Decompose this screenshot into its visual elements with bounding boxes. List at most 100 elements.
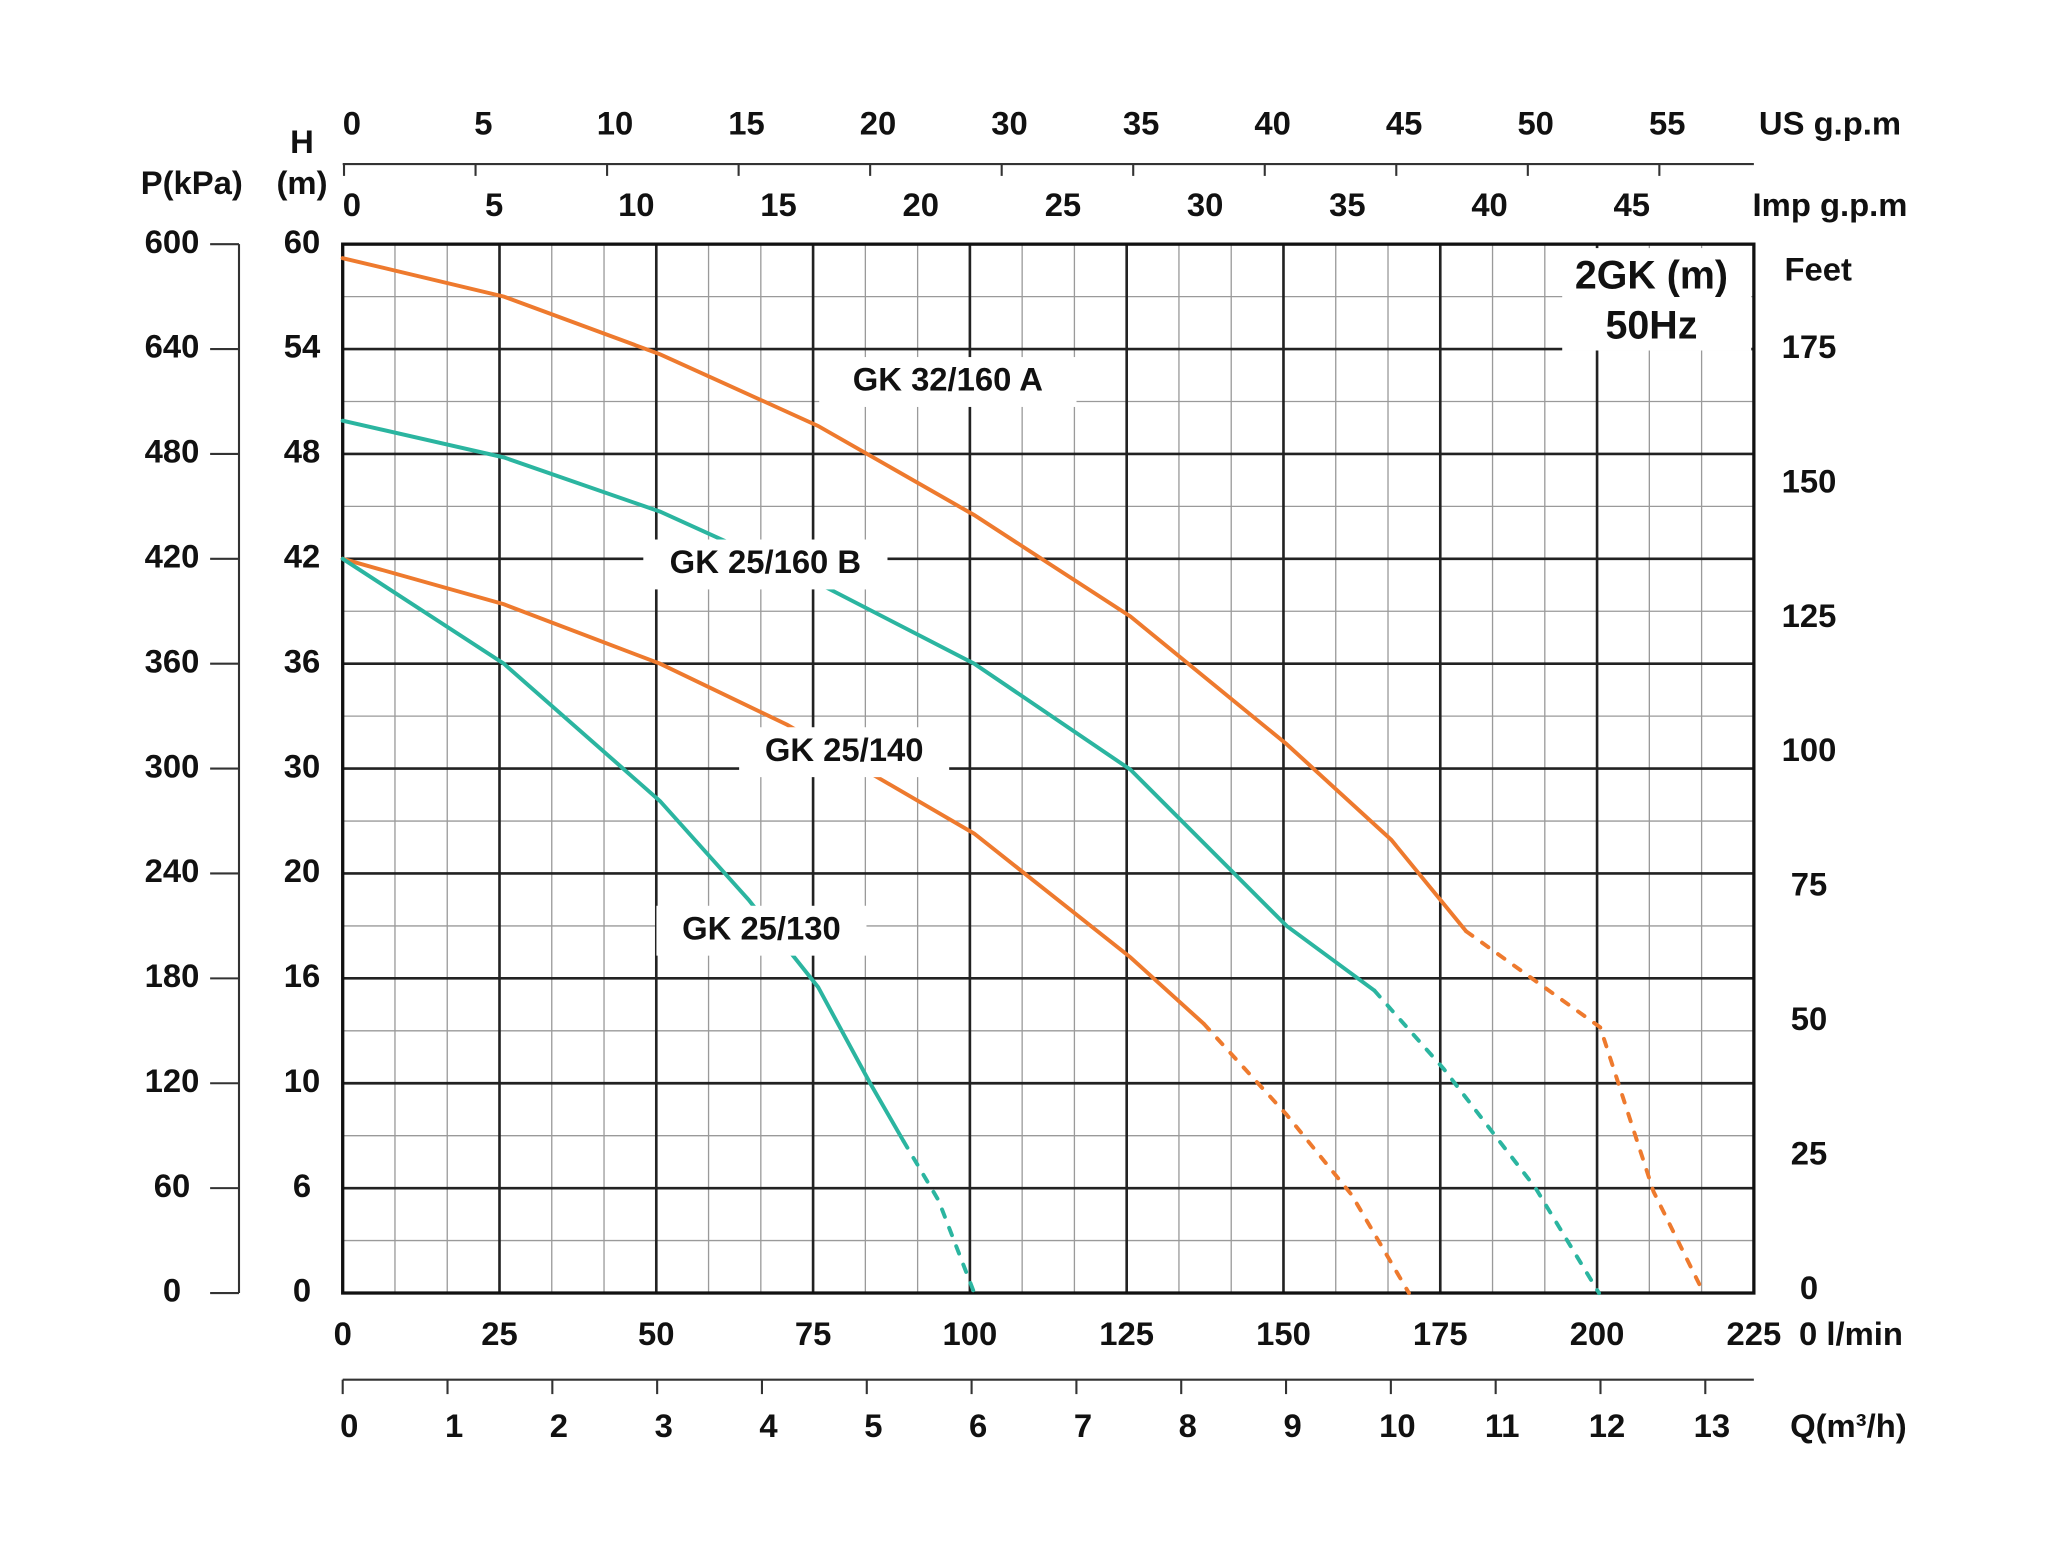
tick-label: 0 <box>343 186 361 223</box>
tick-label: 120 <box>145 1062 200 1099</box>
tick-label: 10 <box>597 105 633 142</box>
y-tick-label: 36 <box>284 642 320 679</box>
x-tick-label: 225 <box>1727 1315 1782 1352</box>
tick-label: 25 <box>1045 186 1081 223</box>
axis-label: P(kPa) <box>141 164 243 201</box>
curve <box>340 418 1377 993</box>
tick-label: 2 <box>550 1407 568 1444</box>
series-label: GK 25/160 B <box>670 543 861 580</box>
curve-extrapolated <box>1201 1021 1411 1295</box>
axis-label: US g.p.m <box>1759 105 1901 142</box>
tick-label: 360 <box>145 642 200 679</box>
tick-label: 45 <box>1386 105 1422 142</box>
y-axis-unit: (m) <box>277 164 328 201</box>
tick-label: 25 <box>1791 1135 1827 1172</box>
tick-label: 300 <box>145 747 200 784</box>
plot-frame <box>341 242 1756 1295</box>
tick-label: 0 <box>163 1272 181 1309</box>
tick-label: 6 <box>969 1407 987 1444</box>
curve <box>340 556 1206 1026</box>
tick-label: 35 <box>1329 186 1365 223</box>
tick-label: 180 <box>145 957 200 994</box>
label-box <box>643 539 888 590</box>
tick-label: 7 <box>1074 1407 1092 1444</box>
x-tick-label: 50 <box>638 1315 674 1352</box>
tick-label: 20 <box>860 105 896 142</box>
x-tick-label: 0 <box>334 1315 352 1352</box>
y-tick-label: 48 <box>284 433 320 470</box>
tick-label: 640 <box>145 328 200 365</box>
tick-label: 30 <box>1187 186 1223 223</box>
tick-label: 8 <box>1179 1407 1197 1444</box>
x-tick-label: 125 <box>1099 1315 1154 1352</box>
x-tick-label: 100 <box>943 1315 998 1352</box>
y-tick-label: 6 <box>293 1167 311 1204</box>
tick-label: 5 <box>474 105 492 142</box>
x-axis-label: 0 l/min <box>1799 1315 1903 1352</box>
chart-title: 2GK (m) <box>1575 254 1728 298</box>
tick-label: 11 <box>1485 1407 1520 1444</box>
tick-label: 125 <box>1782 597 1837 634</box>
tick-label: 5 <box>485 186 503 223</box>
tick-label: 0 <box>340 1407 358 1444</box>
axis-label: Feet <box>1784 250 1852 287</box>
tick-label: 50 <box>1517 105 1553 142</box>
tick-label: 13 <box>1694 1407 1730 1444</box>
x-tick-label: 25 <box>481 1315 517 1352</box>
tick-label: 3 <box>655 1407 673 1444</box>
y-tick-label: 54 <box>284 328 321 365</box>
y-tick-label: 16 <box>284 957 320 994</box>
curves <box>340 256 1706 1295</box>
tick-label: 15 <box>760 186 796 223</box>
tick-label: 30 <box>991 105 1027 142</box>
tick-label: 420 <box>145 537 200 574</box>
label-box <box>656 905 867 956</box>
tick-label: 35 <box>1123 105 1159 142</box>
tick-label: 5 <box>864 1407 882 1444</box>
y-tick-label: 60 <box>284 223 320 260</box>
y-tick-label: 42 <box>284 537 320 574</box>
series-label: GK 25/140 <box>765 731 924 768</box>
y-tick-label: 0 <box>293 1272 311 1309</box>
tick-label: 480 <box>145 433 200 470</box>
labels: 0 25 50 75 100 125 150 175 200 225061016203036424… <box>141 105 1908 1444</box>
x-tick-label: 175 <box>1413 1315 1468 1352</box>
tick-label: 10 <box>1379 1407 1415 1444</box>
x-tick-label: 200 <box>1570 1315 1625 1352</box>
tick-label: 240 <box>145 852 200 889</box>
curve <box>340 556 906 1143</box>
series-label: GK 25/130 <box>682 909 841 946</box>
series-label: GK 32/160 A <box>853 361 1043 398</box>
tick-label: 12 <box>1589 1407 1625 1444</box>
tick-label: 50 <box>1791 1000 1827 1037</box>
y-axis-label: H <box>290 123 314 160</box>
label-box <box>819 357 1077 407</box>
curve-extrapolated <box>1372 988 1601 1295</box>
tick-label: 4 <box>759 1407 778 1444</box>
tick-label: 0 <box>1800 1269 1818 1306</box>
curve <box>340 256 1468 934</box>
tick-label: 55 <box>1649 105 1685 142</box>
y-tick-label: 30 <box>284 747 320 784</box>
title-box <box>1562 248 1752 351</box>
curve-extrapolated <box>901 1138 977 1295</box>
x-tick-label: 75 <box>795 1315 831 1352</box>
tick-label: 60 <box>154 1167 190 1204</box>
chart-subtitle: 50Hz <box>1606 304 1698 348</box>
tick-label: 100 <box>1782 731 1837 768</box>
curve-extrapolated <box>1464 929 1706 1295</box>
tick-label: 40 <box>1471 186 1507 223</box>
tick-label: 0 <box>343 105 361 142</box>
tick-label: 20 <box>902 186 938 223</box>
tick-label: 150 <box>1782 462 1837 499</box>
axis-label: Imp g.p.m <box>1753 186 1908 223</box>
tick-label: 1 <box>445 1407 463 1444</box>
tick-label: 600 <box>145 223 200 260</box>
tick-label: 45 <box>1614 186 1650 223</box>
tick-label: 15 <box>728 105 764 142</box>
y-tick-label: 20 <box>284 852 320 889</box>
tick-label: 40 <box>1254 105 1290 142</box>
grid <box>341 242 1756 1295</box>
